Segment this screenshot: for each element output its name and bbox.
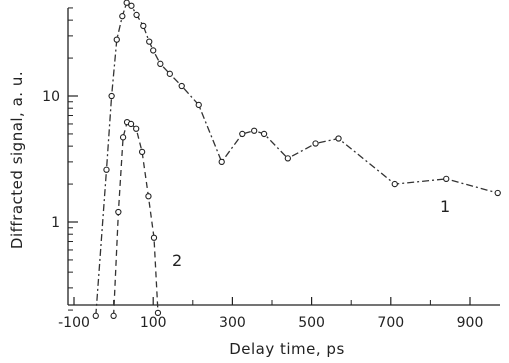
data-point xyxy=(123,0,130,6)
data-point xyxy=(251,127,258,134)
data-point xyxy=(133,125,140,132)
data-point xyxy=(150,234,158,241)
x-tick-label: 700 xyxy=(377,315,404,331)
data-point xyxy=(312,140,319,147)
data-point xyxy=(119,134,127,141)
data-point xyxy=(108,92,115,100)
data-point xyxy=(115,208,122,216)
series-2: 2 xyxy=(110,119,182,319)
y-tick-label: 1 xyxy=(51,215,60,231)
data-point xyxy=(391,180,398,188)
data-point xyxy=(335,135,342,142)
data-point xyxy=(113,36,120,43)
x-tick-label: 900 xyxy=(457,315,484,331)
data-point xyxy=(154,309,162,317)
data-point xyxy=(145,193,152,200)
data-point xyxy=(166,70,173,77)
data-point xyxy=(138,148,146,156)
data-point xyxy=(119,13,126,20)
data-point xyxy=(284,155,291,162)
data-point xyxy=(195,101,202,109)
data-point xyxy=(140,22,147,30)
tick-labels: -100 100 300 500 700 900 1 10 xyxy=(42,89,483,331)
data-point xyxy=(146,38,153,45)
data-point xyxy=(150,47,157,54)
data-point xyxy=(494,189,501,197)
series-label: 1 xyxy=(440,197,450,216)
data-point xyxy=(260,130,268,138)
series-layer: 12 xyxy=(92,0,501,319)
data-point xyxy=(133,11,140,19)
data-point xyxy=(157,60,164,67)
series-line xyxy=(112,121,159,316)
x-tick-label: -100 xyxy=(58,315,90,331)
x-tick-label: 300 xyxy=(219,315,246,331)
y-axis-title: Diffracted signal, a. u. xyxy=(8,71,26,249)
data-point xyxy=(103,166,110,173)
y-tick-label: 10 xyxy=(42,89,60,105)
x-axis-title: Delay time, ps xyxy=(229,340,345,358)
axes xyxy=(67,8,500,306)
series-label: 2 xyxy=(172,251,182,270)
series-1: 1 xyxy=(92,0,501,319)
ticks xyxy=(68,7,471,311)
data-point xyxy=(128,2,135,9)
data-point xyxy=(443,175,450,183)
x-tick-label: 500 xyxy=(298,315,325,331)
data-point xyxy=(127,120,135,128)
data-point xyxy=(239,130,246,138)
x-tick-label: 100 xyxy=(140,315,167,331)
data-point xyxy=(92,312,99,319)
data-point xyxy=(110,312,117,319)
data-point xyxy=(218,158,225,166)
data-point xyxy=(178,82,185,90)
